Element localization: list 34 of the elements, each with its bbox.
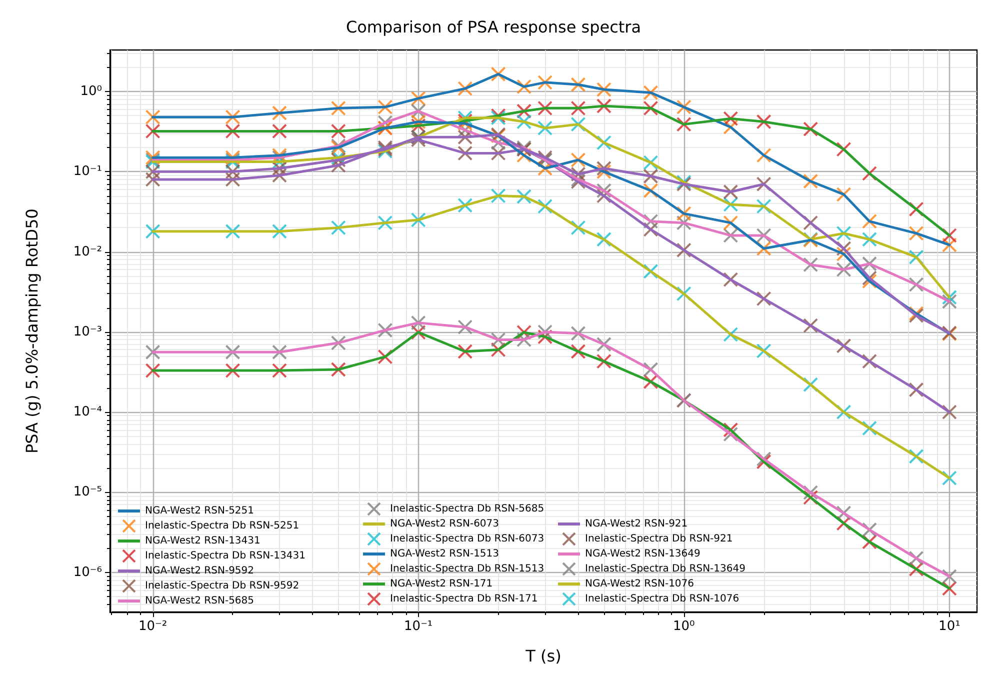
y-tick-label: 10⁻⁴: [73, 404, 102, 420]
y-tick-label: 10⁻²: [73, 244, 102, 260]
legend-label: NGA-West2 RSN-1076: [585, 578, 694, 590]
legend-label: Inelastic-Spectra Db RSN-921: [585, 534, 733, 544]
legend-label: NGA-West2 RSN-6073: [390, 518, 500, 530]
y-tick-label: 10⁻¹: [73, 164, 102, 180]
legend-label: Inelastic-Spectra Db RSN-5685: [390, 504, 544, 514]
y-tick-label: 10⁻³: [73, 324, 102, 340]
chart-title: Comparison of PSA response spectra: [346, 18, 642, 36]
y-tick-label: 10⁻⁶: [73, 564, 102, 580]
legend-label: Inelastic-Spectra Db RSN-13649: [585, 564, 746, 574]
legend-label: Inelastic-Spectra Db RSN-6073: [390, 534, 544, 544]
legend-label: Inelastic-Spectra Db RSN-171: [390, 594, 538, 604]
legend-label: NGA-West2 RSN-1513: [390, 548, 500, 560]
legend-label: NGA-West2 RSN-9592: [145, 566, 254, 576]
x-axis-title: T (s): [524, 646, 562, 666]
x-tick-label: 10⁻¹: [404, 619, 433, 634]
legend-label: Inelastic-Spectra Db RSN-13431: [145, 550, 306, 562]
legend-label: NGA-West2 RSN-5251: [145, 506, 254, 516]
y-tick-label: 10⁰: [80, 84, 102, 100]
x-tick-label: 10⁰: [673, 619, 695, 634]
y-tick-label: 10⁻⁵: [73, 484, 102, 500]
legend-label: NGA-West2 RSN-13649: [585, 548, 700, 560]
legend-label: NGA-West2 RSN-921: [585, 518, 688, 530]
legend-label: NGA-West2 RSN-13431: [145, 536, 260, 546]
y-axis-title: PSA (g) 5.0%-damping RotD50: [22, 208, 42, 454]
legend-label: Inelastic-Spectra Db RSN-1513: [390, 564, 544, 574]
legend-label: Inelastic-Spectra Db RSN-9592: [145, 580, 300, 592]
legend-label: Inelastic-Spectra Db RSN-1076: [585, 594, 740, 604]
legend-label: Inelastic-Spectra Db RSN-5251: [145, 520, 300, 532]
legend-label: NGA-West2 RSN-171: [390, 578, 493, 590]
x-tick-label: 10¹: [938, 619, 960, 634]
legend-label: NGA-West2 RSN-5685: [145, 596, 254, 606]
x-tick-label: 10⁻²: [138, 619, 168, 634]
